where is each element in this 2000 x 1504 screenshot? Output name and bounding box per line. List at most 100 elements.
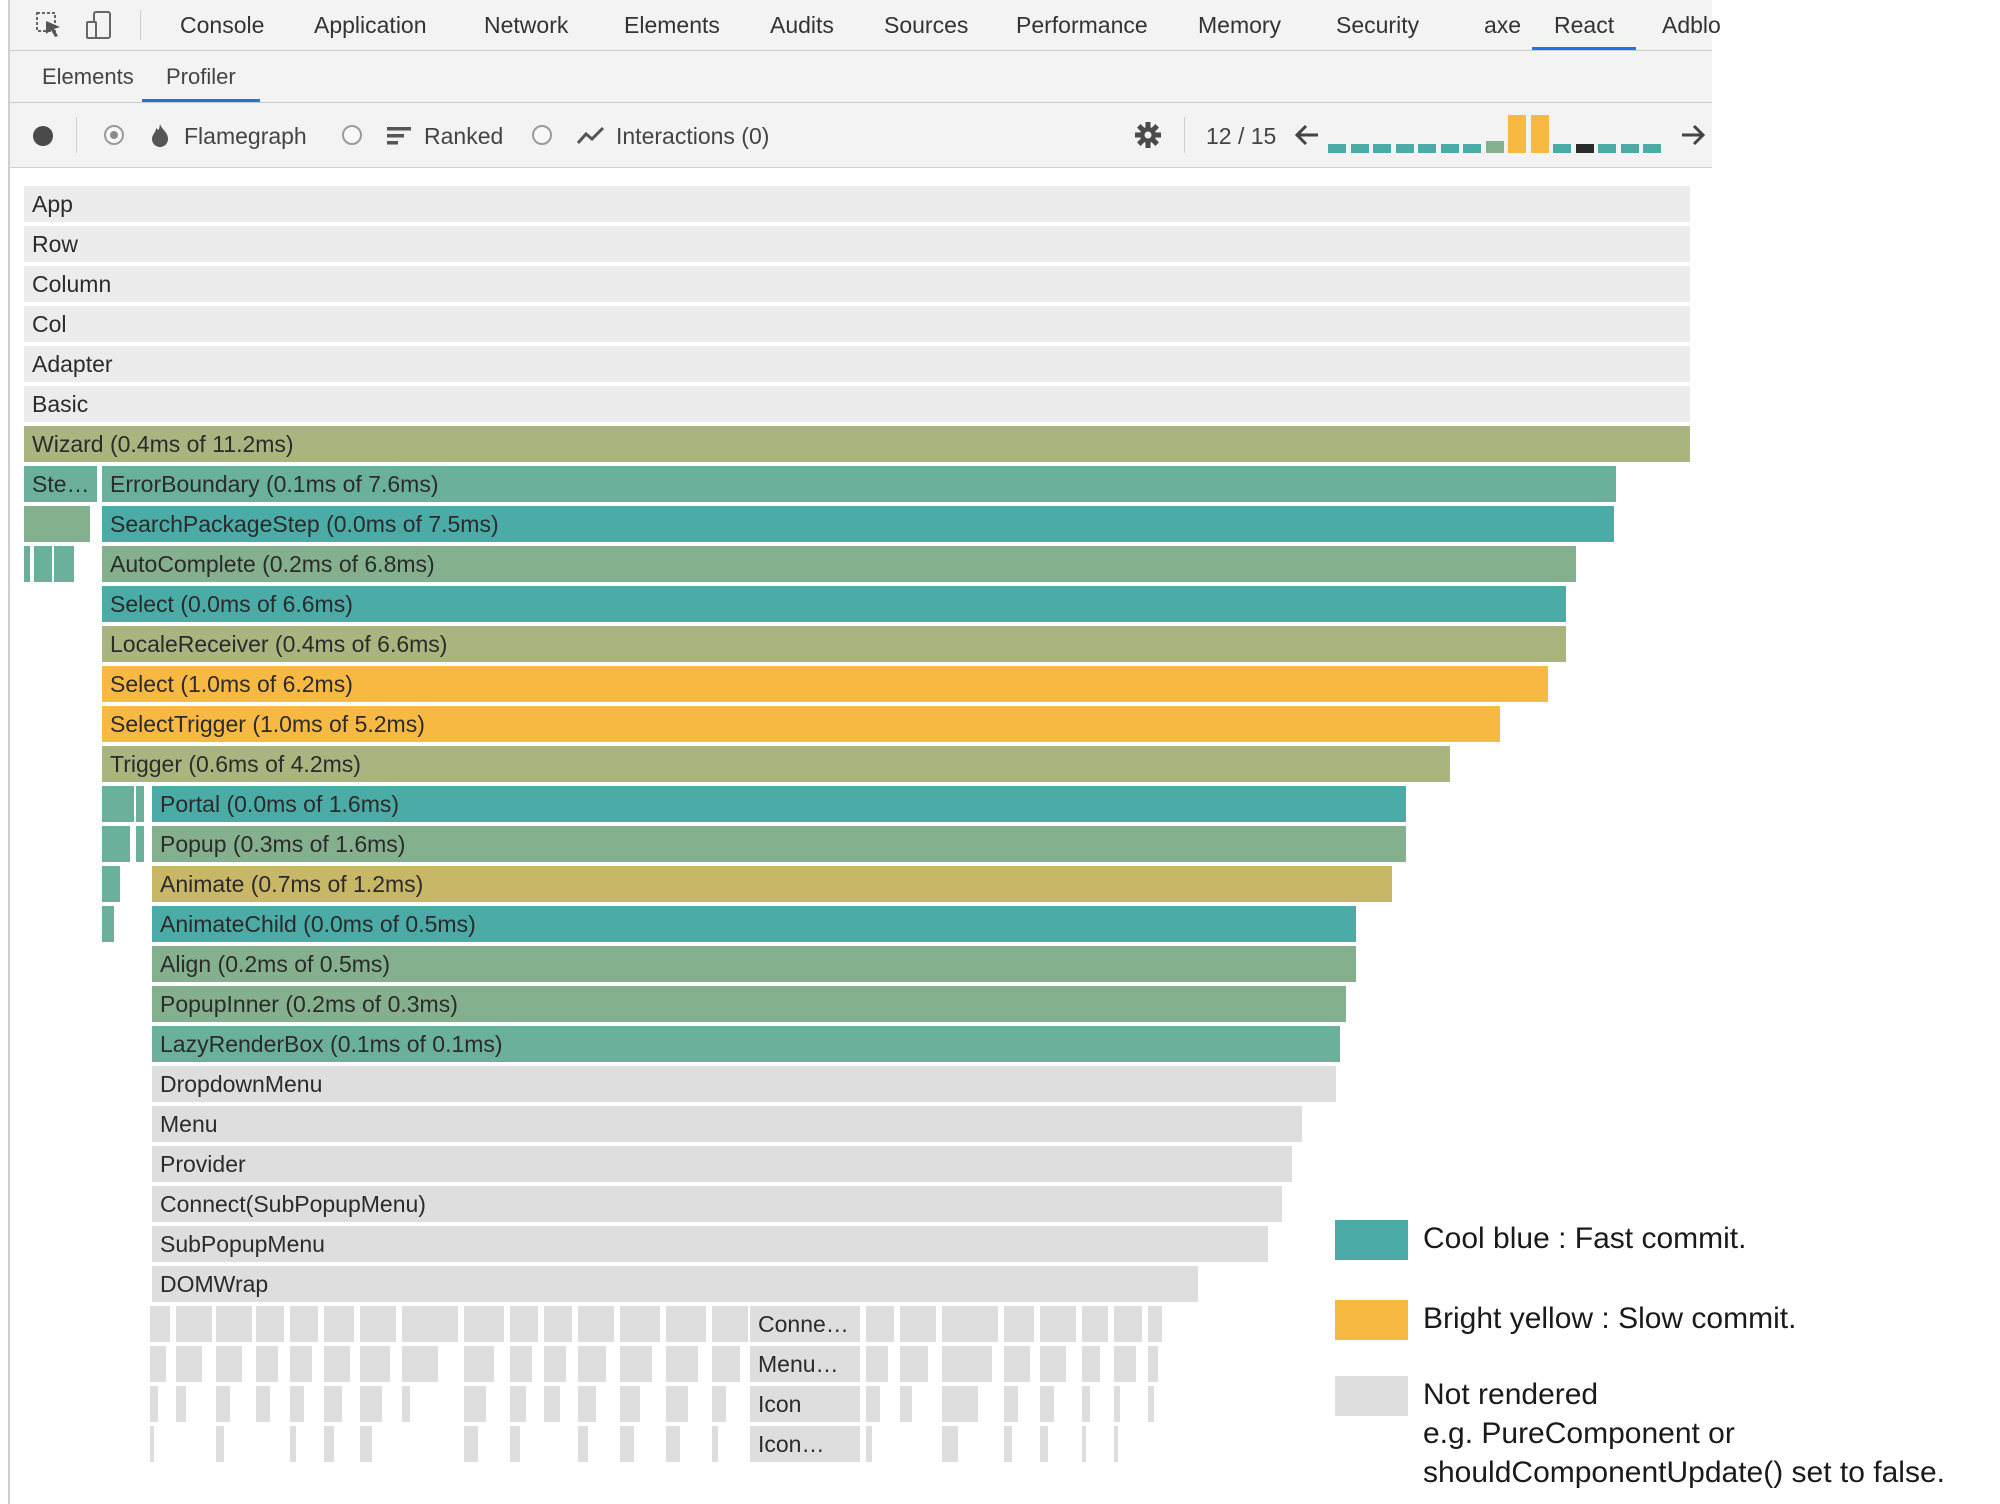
flame-node-unlabeled[interactable]: [712, 1386, 726, 1422]
flame-node-unlabeled[interactable]: [1004, 1346, 1030, 1382]
flame-node[interactable]: Menu: [152, 1106, 1302, 1142]
commit-bar[interactable]: [1508, 115, 1526, 153]
flame-node-unlabeled[interactable]: [578, 1346, 606, 1382]
flame-node-unlabeled[interactable]: [1082, 1306, 1108, 1342]
flame-node[interactable]: Row: [24, 226, 1690, 262]
flame-node[interactable]: [136, 786, 144, 822]
flame-node-unlabeled[interactable]: [900, 1306, 936, 1342]
flame-node[interactable]: [24, 546, 30, 582]
flame-node-unlabeled[interactable]: [620, 1426, 634, 1462]
flame-node-unlabeled[interactable]: [866, 1386, 880, 1422]
flame-node-unlabeled[interactable]: [1040, 1306, 1076, 1342]
flame-node-unlabeled[interactable]: [402, 1386, 410, 1422]
flame-node[interactable]: Icon…: [750, 1426, 860, 1462]
flame-node-unlabeled[interactable]: [176, 1346, 202, 1382]
tab-axe[interactable]: axe: [1484, 12, 1522, 38]
commit-bar[interactable]: [1485, 141, 1504, 153]
flame-node[interactable]: [136, 826, 144, 862]
flame-node[interactable]: Adapter: [24, 346, 1690, 382]
flame-node[interactable]: Icon: [750, 1386, 860, 1422]
flame-node[interactable]: SelectTrigger (1.0ms of 5.2ms): [102, 706, 1500, 742]
flame-node[interactable]: ErrorBoundary (0.1ms of 7.6ms): [102, 466, 1616, 502]
device-toolbar-icon[interactable]: [84, 10, 114, 40]
flame-node-unlabeled[interactable]: [712, 1426, 718, 1462]
gear-icon[interactable]: [1134, 121, 1162, 154]
flame-node[interactable]: SearchPackageStep (0.0ms of 7.5ms): [102, 506, 1614, 542]
flame-node-unlabeled[interactable]: [324, 1346, 350, 1382]
flame-node[interactable]: PopupInner (0.2ms of 0.3ms): [152, 986, 1346, 1022]
flame-node-unlabeled[interactable]: [712, 1306, 748, 1342]
commit-bar[interactable]: [1553, 144, 1571, 153]
next-commit-icon[interactable]: [1680, 123, 1706, 152]
flame-node-unlabeled[interactable]: [666, 1346, 698, 1382]
flame-node-unlabeled[interactable]: [290, 1306, 318, 1342]
flame-node[interactable]: [24, 506, 90, 542]
flame-node-unlabeled[interactable]: [216, 1386, 230, 1422]
record-icon[interactable]: [32, 125, 54, 152]
commit-selector-chart[interactable]: [1328, 115, 1674, 153]
commit-bar[interactable]: [1440, 144, 1459, 153]
flame-node-unlabeled[interactable]: [578, 1426, 588, 1462]
flame-node-unlabeled[interactable]: [176, 1386, 186, 1422]
flame-node[interactable]: Provider: [152, 1146, 1292, 1182]
flame-node[interactable]: Portal (0.0ms of 1.6ms): [152, 786, 1406, 822]
flame-node-unlabeled[interactable]: [150, 1386, 158, 1422]
flame-node-unlabeled[interactable]: [290, 1426, 296, 1462]
flame-node[interactable]: AutoComplete (0.2ms of 6.8ms): [102, 546, 1576, 582]
flame-node-unlabeled[interactable]: [544, 1386, 560, 1422]
flame-node-unlabeled[interactable]: [544, 1306, 572, 1342]
tab-security[interactable]: Security: [1336, 12, 1420, 38]
tab-console[interactable]: Console: [180, 12, 265, 38]
flame-node-unlabeled[interactable]: [464, 1346, 494, 1382]
commit-bar[interactable]: [1395, 144, 1414, 153]
tab-adblo[interactable]: Adblo: [1662, 12, 1721, 38]
tab-memory[interactable]: Memory: [1198, 12, 1282, 38]
flame-node-unlabeled[interactable]: [544, 1346, 566, 1382]
flame-node-unlabeled[interactable]: [256, 1386, 270, 1422]
flame-node[interactable]: Conne…: [750, 1306, 860, 1342]
flame-node[interactable]: Animate (0.7ms of 1.2ms): [152, 866, 1392, 902]
tab-audits[interactable]: Audits: [770, 12, 834, 38]
flame-node[interactable]: Wizard (0.4ms of 11.2ms): [24, 426, 1690, 462]
flame-node-unlabeled[interactable]: [1040, 1386, 1054, 1422]
flame-node-unlabeled[interactable]: [290, 1346, 312, 1382]
flame-node[interactable]: Column: [24, 266, 1690, 302]
flamegraph-label[interactable]: Flamegraph: [184, 123, 307, 149]
flame-node[interactable]: DOMWrap: [152, 1266, 1198, 1302]
flame-node-unlabeled[interactable]: [1040, 1346, 1066, 1382]
flame-node-unlabeled[interactable]: [360, 1386, 382, 1422]
flame-node[interactable]: Trigger (0.6ms of 4.2ms): [102, 746, 1450, 782]
tab-application[interactable]: Application: [314, 12, 427, 38]
flame-node-unlabeled[interactable]: [942, 1306, 998, 1342]
flame-node-unlabeled[interactable]: [464, 1426, 478, 1462]
flame-node[interactable]: LocaleReceiver (0.4ms of 6.6ms): [102, 626, 1566, 662]
flame-node-unlabeled[interactable]: [216, 1306, 252, 1342]
tab-react[interactable]: React: [1532, 0, 1637, 50]
flame-node[interactable]: [102, 906, 114, 942]
flame-node[interactable]: [102, 826, 130, 862]
flame-node-unlabeled[interactable]: [1082, 1426, 1086, 1462]
flame-node-unlabeled[interactable]: [1114, 1386, 1120, 1422]
flame-node-unlabeled[interactable]: [1114, 1346, 1136, 1382]
flame-node-unlabeled[interactable]: [712, 1346, 740, 1382]
flame-node[interactable]: SubPopupMenu: [152, 1226, 1268, 1262]
subtab-profiler[interactable]: Profiler: [142, 51, 260, 102]
tab-sources[interactable]: Sources: [884, 12, 969, 38]
flame-node[interactable]: [102, 866, 120, 902]
flame-node-unlabeled[interactable]: [1040, 1426, 1048, 1462]
flame-node-unlabeled[interactable]: [1148, 1386, 1154, 1422]
flame-node[interactable]: Basic: [24, 386, 1690, 422]
flame-node-unlabeled[interactable]: [176, 1306, 212, 1342]
flame-node-unlabeled[interactable]: [324, 1386, 342, 1422]
flame-node-unlabeled[interactable]: [464, 1386, 486, 1422]
flame-node[interactable]: [34, 546, 52, 582]
flame-node[interactable]: Col: [24, 306, 1690, 342]
flame-node-unlabeled[interactable]: [324, 1306, 354, 1342]
tab-elements[interactable]: Elements: [624, 12, 720, 38]
flame-node-unlabeled[interactable]: [666, 1306, 706, 1342]
commit-bar[interactable]: [1328, 144, 1346, 153]
ranked-label[interactable]: Ranked: [424, 123, 504, 149]
commit-bar[interactable]: [1530, 115, 1549, 153]
flame-node[interactable]: Connect(SubPopupMenu): [152, 1186, 1282, 1222]
flame-node[interactable]: AnimateChild (0.0ms of 0.5ms): [152, 906, 1356, 942]
